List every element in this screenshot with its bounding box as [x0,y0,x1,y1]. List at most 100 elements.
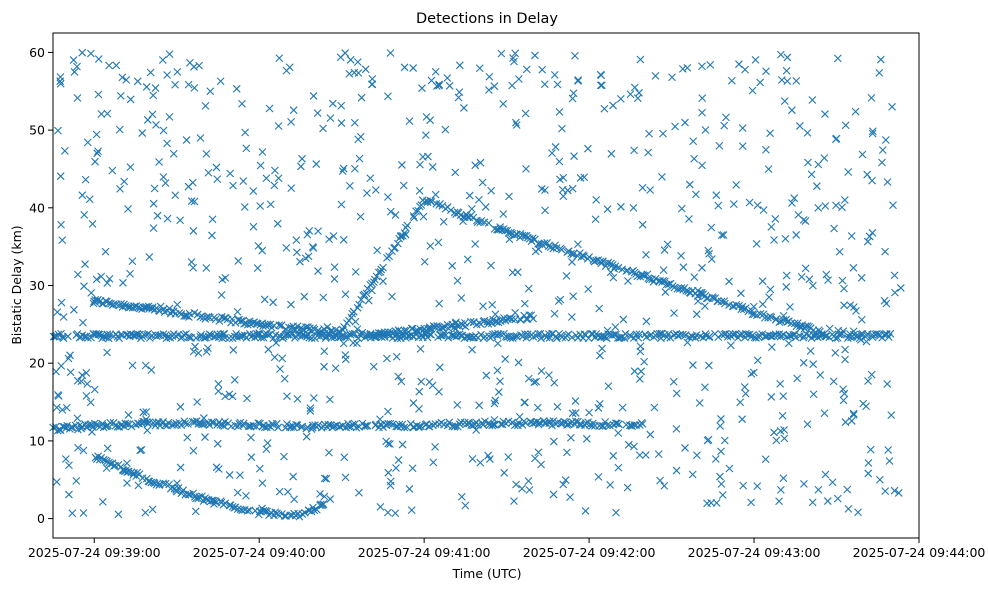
detection-marker [382,354,391,363]
detection-marker [253,264,262,273]
detection-marker [103,457,111,466]
detection-marker [386,49,395,57]
detection-marker [263,439,272,447]
detection-marker [319,500,328,508]
detection-marker [569,292,578,301]
detection-marker [281,331,290,339]
detection-marker [103,297,111,306]
detection-marker [840,284,848,293]
detection-marker [732,181,741,189]
detection-marker [864,469,873,478]
detection-marker [814,160,823,169]
detection-marker [363,284,372,293]
detection-marker [705,249,714,258]
detection-marker [787,319,796,328]
detection-marker [609,451,618,460]
detection-marker [545,417,554,426]
detection-marker [607,149,616,158]
detection-marker [522,65,531,74]
detection-marker [364,296,373,305]
detection-marker [829,377,838,386]
detection-marker [338,325,347,334]
detection-marker [123,420,132,428]
detection-marker [520,299,529,308]
detection-marker [147,366,156,374]
detection-marker [97,110,106,118]
detection-marker [830,224,839,233]
detection-marker [82,369,91,377]
detection-marker [384,468,393,477]
detection-marker [657,329,666,338]
detection-marker [149,91,158,100]
detection-marker [81,260,89,269]
detection-marker [621,329,630,338]
detection-marker [445,81,454,90]
detection-marker [761,455,770,464]
detection-marker [346,182,354,190]
detection-marker [243,320,252,329]
detection-marker [677,251,685,260]
detection-marker [68,509,77,518]
detection-marker [451,324,460,333]
detection-marker [805,275,814,284]
detection-marker [184,419,192,428]
detection-marker [214,380,223,388]
detection-marker [496,330,505,339]
detection-marker [416,160,424,169]
detection-marker [61,455,70,463]
detection-marker [349,307,358,316]
detection-marker [779,474,788,483]
detection-marker [126,95,135,104]
detection-marker [73,376,82,385]
detection-marker [62,403,71,412]
x-axis-label: Time (UTC) [451,566,521,581]
detection-marker [803,420,812,429]
detection-marker [105,275,114,283]
detection-marker [271,166,279,175]
detection-marker [501,226,510,235]
detection-marker [238,99,246,108]
detection-marker [821,202,830,210]
detection-marker [484,86,493,94]
detection-marker [641,451,650,459]
detection-marker [500,468,509,477]
chart-title: Detections in Delay [416,11,558,27]
detection-marker [119,278,127,287]
y-tick-label: 40 [29,200,45,215]
detection-marker [308,242,317,251]
detection-marker [849,409,858,418]
detection-marker [563,186,572,195]
y-tick-label: 50 [29,123,45,138]
detection-marker [344,422,353,431]
detection-marker [534,330,543,338]
detection-marker [619,315,628,324]
detection-marker [330,275,339,283]
detection-marker [864,377,872,385]
detection-marker [391,509,400,518]
detection-marker [455,420,464,429]
detection-marker [453,276,462,285]
detection-marker [441,125,450,134]
detection-marker [229,346,238,354]
detection-marker [522,315,531,323]
detection-marker [689,361,697,369]
detection-marker [190,62,198,71]
detection-marker [658,172,666,181]
detection-marker [707,223,716,232]
detection-marker [740,383,749,391]
detection-marker [660,246,669,254]
detection-marker [190,83,199,92]
detection-marker [72,476,81,485]
detection-marker [154,331,163,340]
detection-marker [643,270,652,279]
detection-marker [755,331,764,339]
detection-marker [787,106,796,115]
detection-marker [258,148,267,156]
detection-marker [791,333,800,342]
detection-marker [444,333,453,342]
detection-marker [362,289,371,298]
detection-marker [471,161,480,170]
detection-marker [316,500,325,509]
detection-marker [701,126,710,134]
detection-marker [738,142,747,151]
